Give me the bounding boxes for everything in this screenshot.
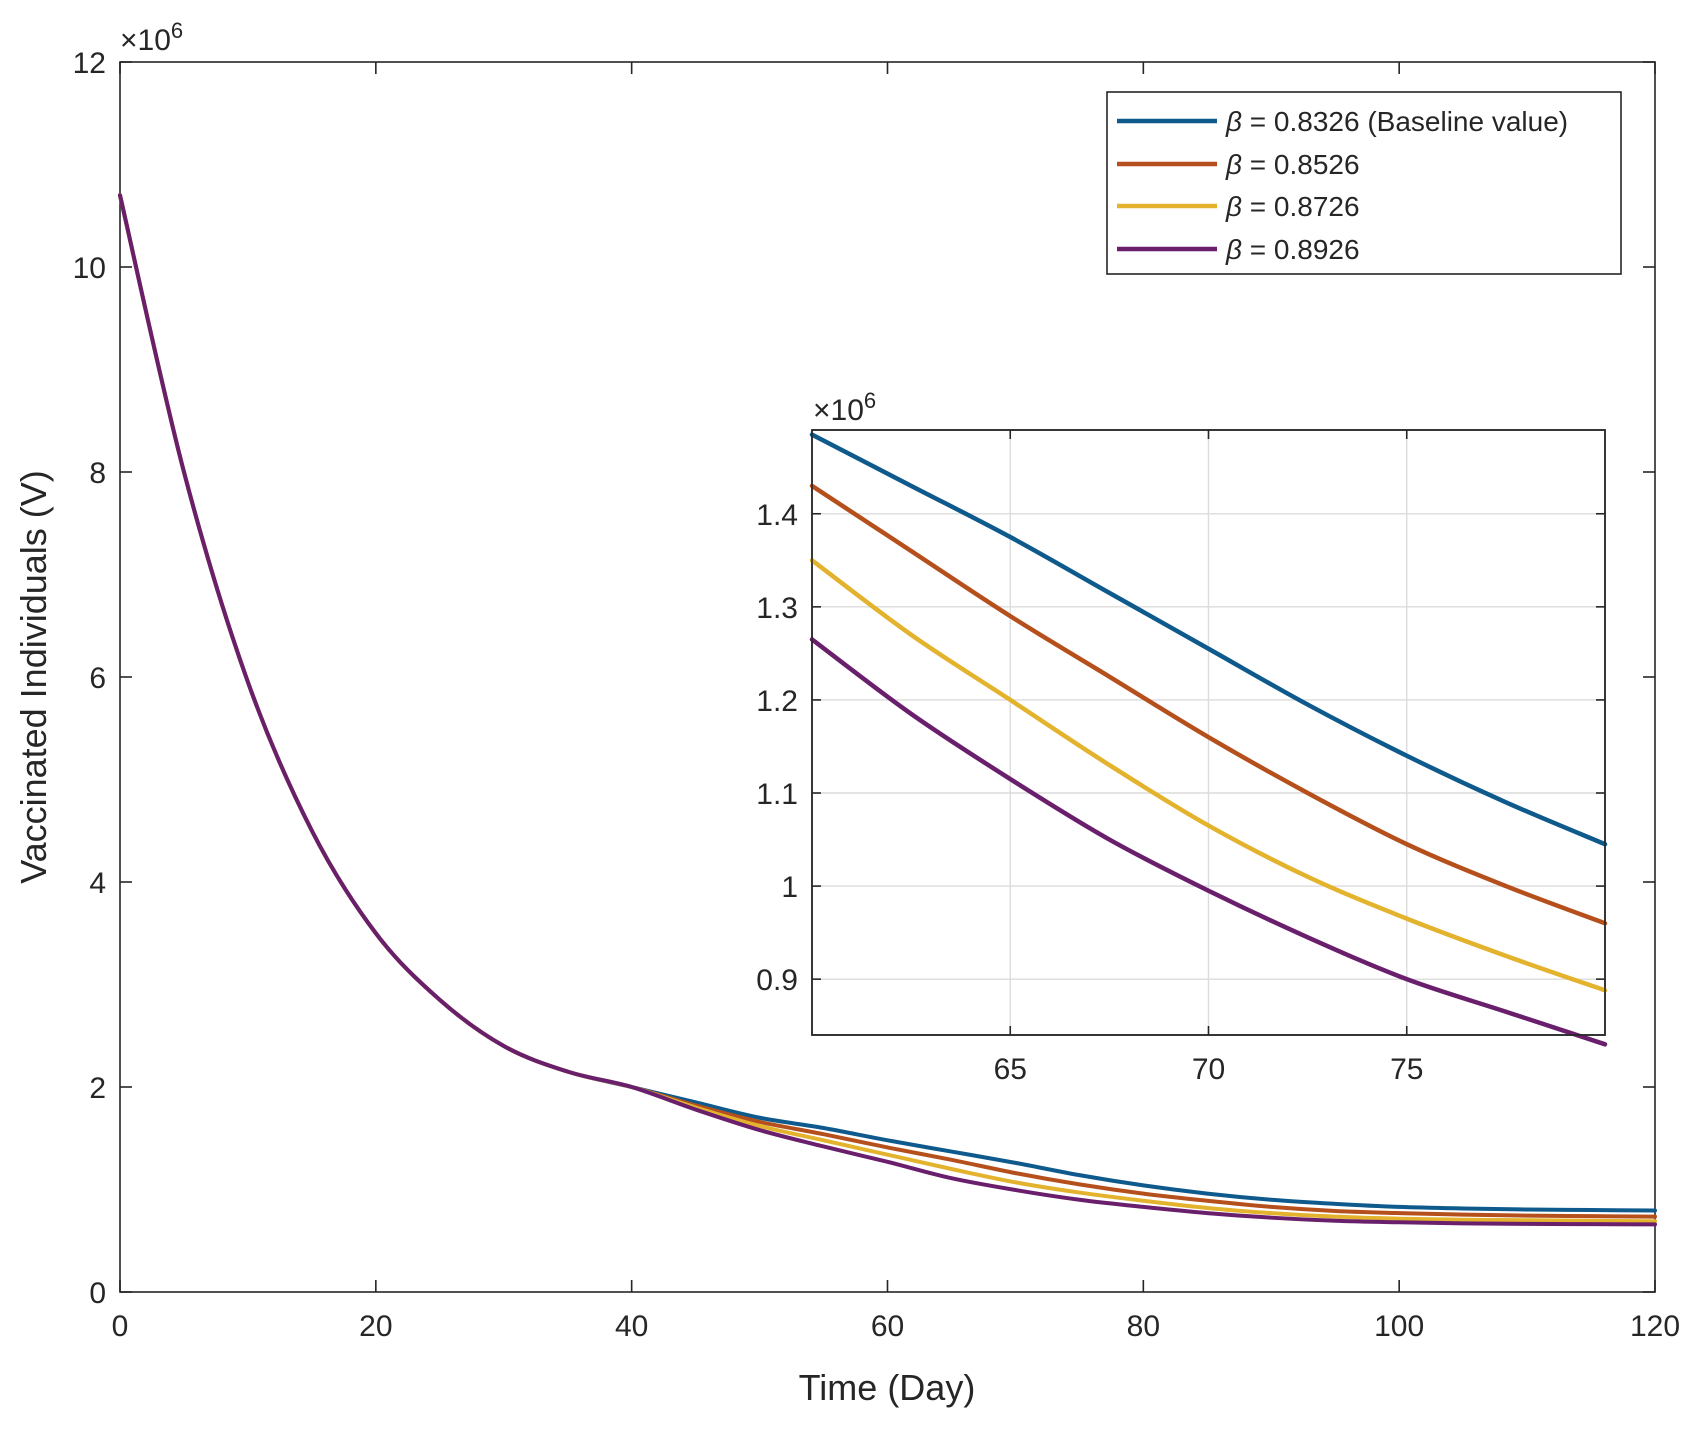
y-tick-label: 1.1 (756, 778, 798, 811)
y-tick-label: 1 (781, 871, 798, 904)
legend-entry: β = 0.8926 (1117, 234, 1360, 265)
x-tick-label: 80 (1127, 1310, 1160, 1343)
x-tick-label: 70 (1192, 1053, 1225, 1086)
y-tick-label: 0.9 (756, 964, 798, 997)
y-axis-title: Vaccinated Individuals (V) (13, 470, 54, 884)
main-series-line-4 (118, 193, 1657, 1227)
y-tick-label: 0 (89, 1277, 106, 1310)
y-tick-label: 2 (89, 1072, 106, 1105)
legend-label-series-2: β = 0.8526 (1225, 149, 1360, 180)
inset-grid (812, 430, 1605, 1035)
inset-series-line-2 (809, 483, 1608, 926)
y-tick-label: 4 (89, 867, 106, 900)
inset-ticks: 65 70 75 0.9 1 1.1 1.2 1.3 1.4 (756, 430, 1605, 1086)
inset-series-line-1 (809, 432, 1608, 847)
legend-entry: β = 0.8526 (1117, 149, 1360, 180)
legend-label-series-1: β = 0.8326 (Baseline value) (1225, 106, 1568, 137)
y-tick-label: 6 (89, 662, 106, 695)
y-tick-label: 10 (73, 252, 106, 285)
y-tick-label: 1.2 (756, 685, 798, 718)
main-series-group (118, 193, 1657, 1227)
inset-axes: 65 70 75 0.9 1 1.1 1.2 1.3 1.4 ×106 (756, 388, 1608, 1086)
y-tick-label: 8 (89, 457, 106, 490)
legend-entry: β = 0.8726 (1117, 191, 1360, 222)
x-tick-label: 20 (359, 1310, 392, 1343)
y-tick-label: 1.3 (756, 592, 798, 625)
y-tick-label: 1.4 (756, 499, 798, 532)
main-y-multiplier: ×106 (120, 18, 183, 57)
legend-entry: β = 0.8326 (Baseline value) (1117, 106, 1568, 137)
legend: β = 0.8326 (Baseline value) β = 0.8526 β… (1106, 91, 1622, 275)
x-tick-label: 0 (112, 1310, 129, 1343)
inset-y-multiplier: ×106 (813, 388, 876, 427)
inset-series-line-3 (809, 558, 1608, 993)
inset-frame (811, 429, 1606, 1036)
y-tick-label: 12 (73, 47, 106, 80)
x-tick-label: 120 (1630, 1310, 1680, 1343)
legend-label-series-4: β = 0.8926 (1225, 234, 1360, 265)
inset-series-group (809, 432, 1608, 1047)
x-tick-label: 65 (994, 1053, 1027, 1086)
x-tick-label: 75 (1390, 1053, 1423, 1086)
x-tick-label: 60 (871, 1310, 904, 1343)
legend-label-series-3: β = 0.8726 (1225, 191, 1360, 222)
inset-series-line-4 (809, 637, 1608, 1047)
x-tick-label: 100 (1374, 1310, 1424, 1343)
main-ticks: 0 20 40 60 80 100 120 0 2 4 6 8 10 12 (73, 47, 1680, 1343)
x-tick-label: 40 (615, 1310, 648, 1343)
x-axis-title: Time (Day) (799, 1367, 976, 1408)
